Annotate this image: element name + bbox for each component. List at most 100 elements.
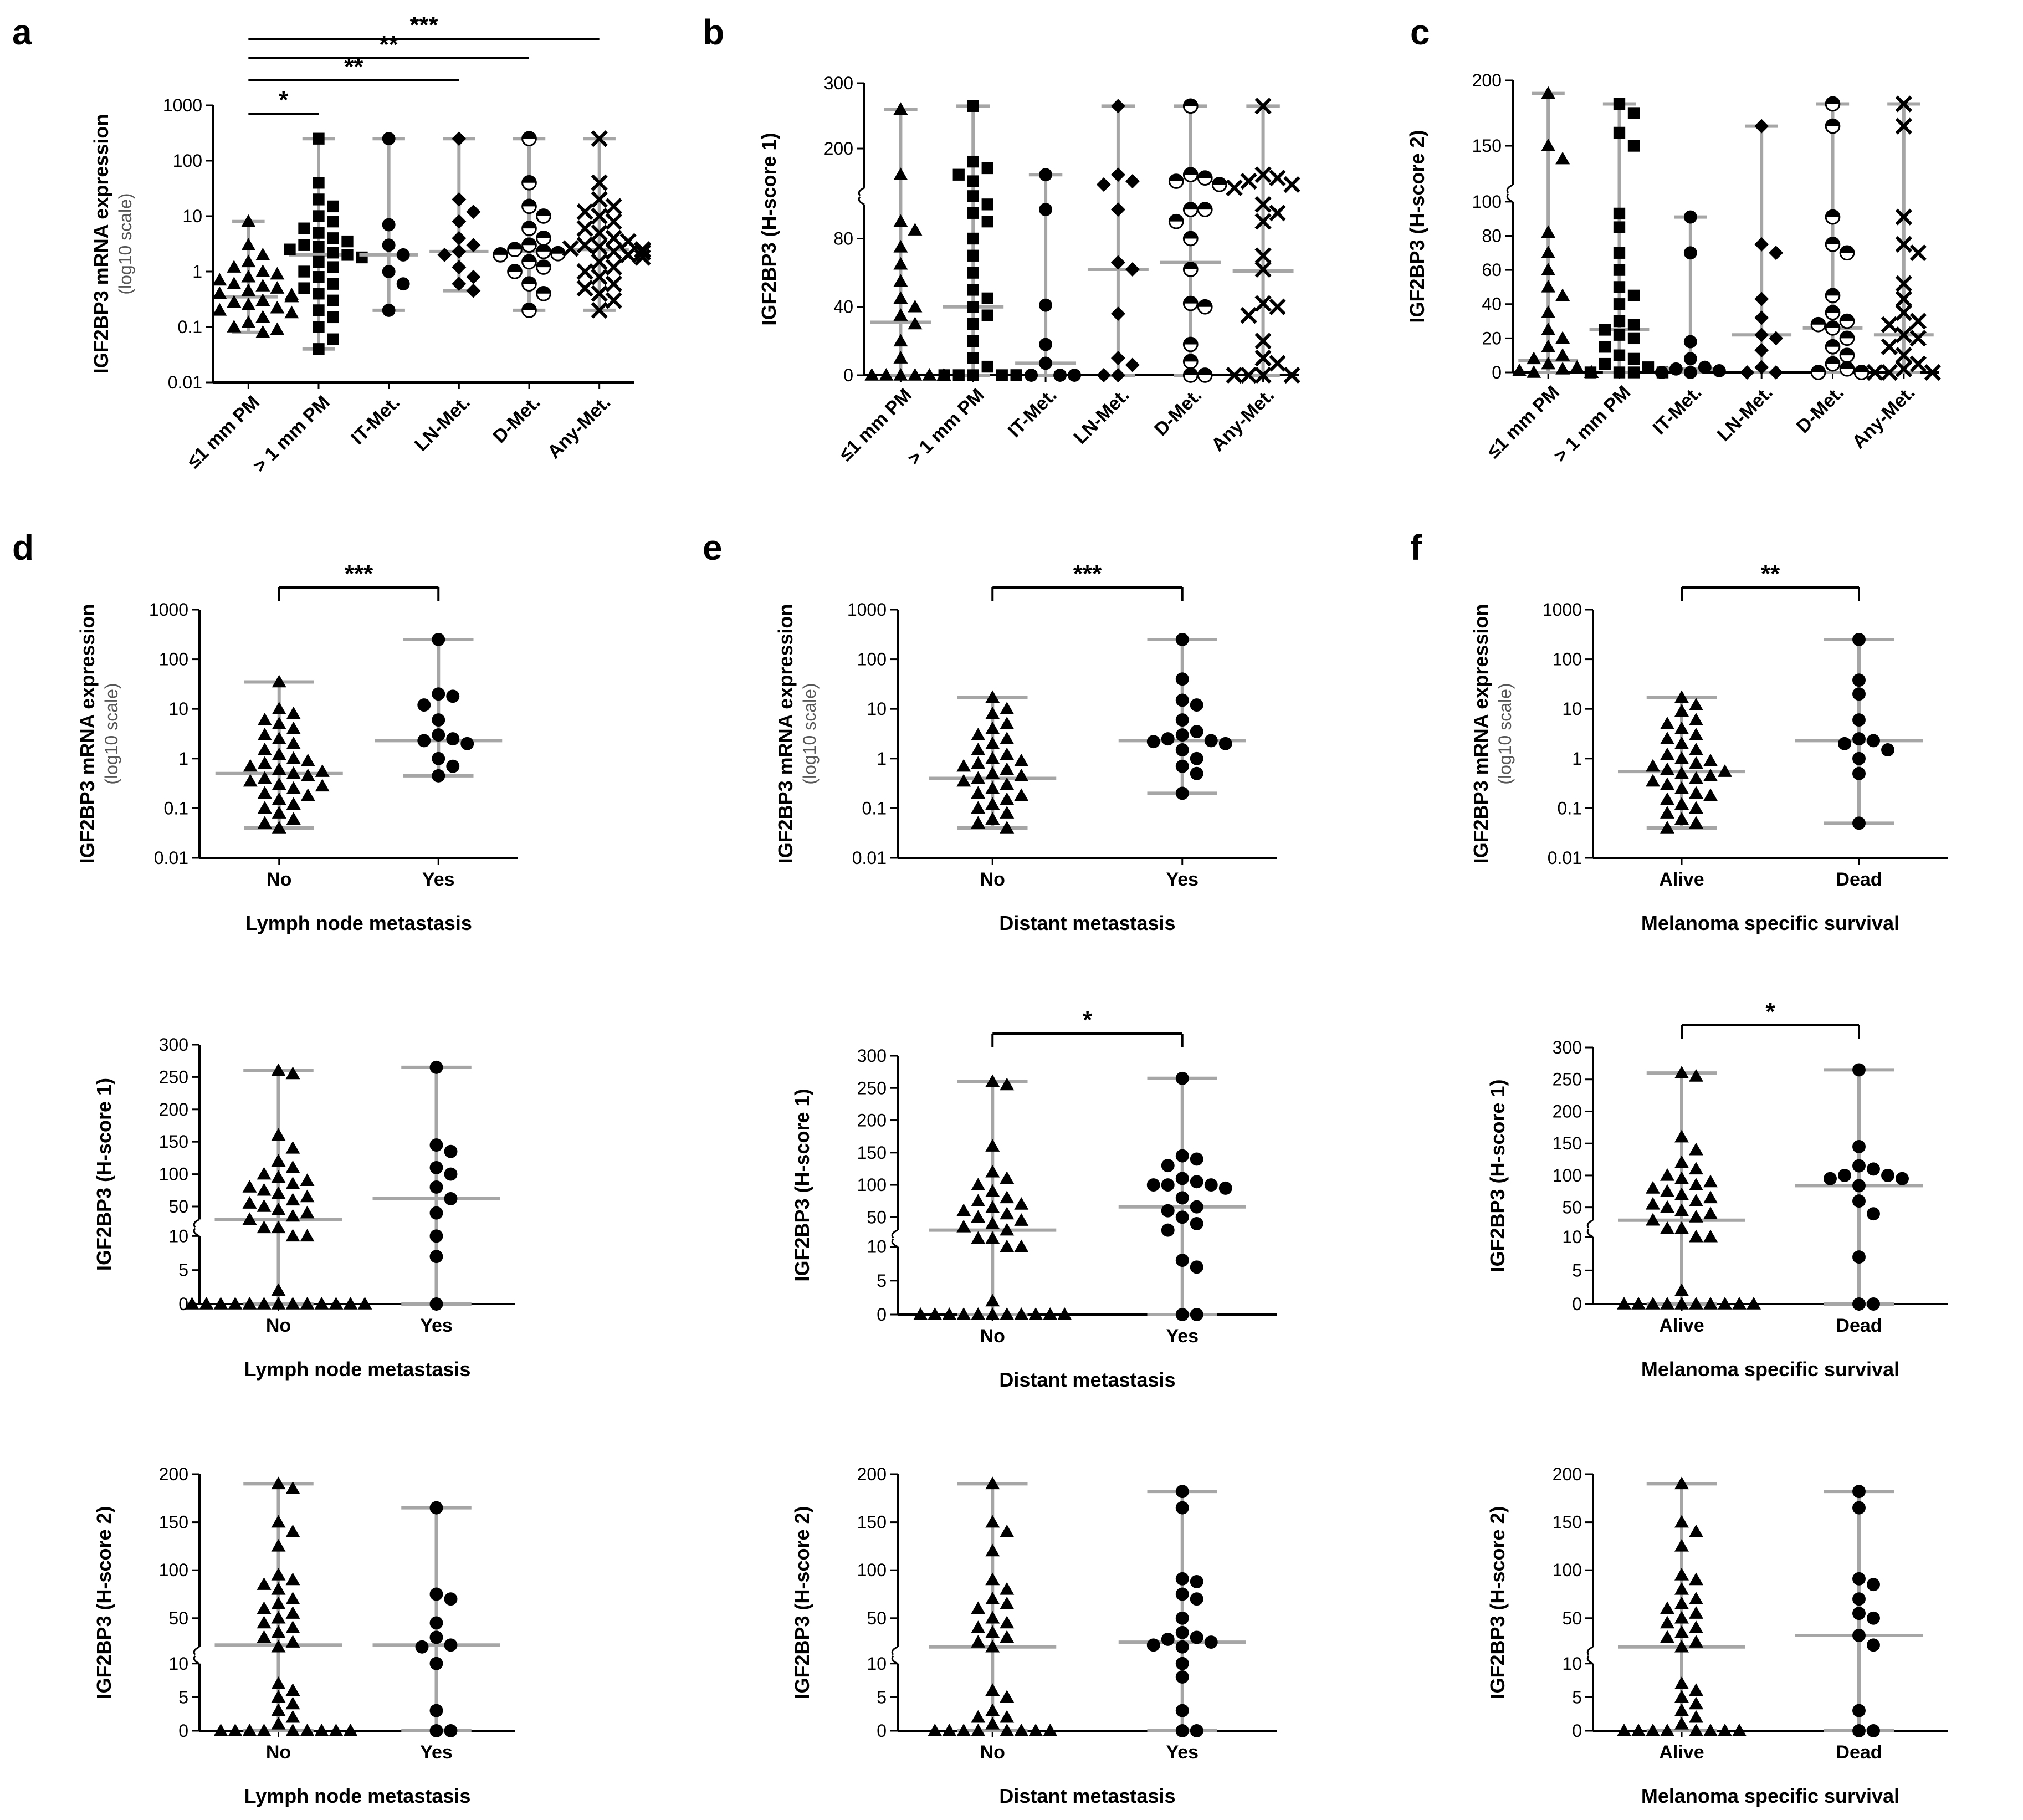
data-point-circle — [1852, 1607, 1866, 1620]
y-tick-label: 50 — [168, 1608, 188, 1628]
chart-panel-e3: 0 5 10 50 100 150 200 IGF2BP3 (H-score 2) No Yes D… — [791, 1464, 1277, 1807]
y-tick-label: 1 — [877, 749, 887, 769]
data-point-circle — [1852, 1485, 1866, 1499]
data-point-triangle — [1689, 816, 1703, 829]
data-point-diamond — [466, 238, 481, 253]
data-point-circle — [1161, 1632, 1175, 1646]
series-0 — [212, 214, 299, 338]
data-point-circle — [1838, 1168, 1851, 1182]
series-0 — [864, 102, 951, 381]
data-point-circle — [1146, 735, 1160, 749]
data-point-triangle — [1660, 747, 1674, 760]
data-point-triangle — [272, 777, 286, 790]
data-point-circle — [1175, 1191, 1189, 1205]
data-point-triangle — [1646, 774, 1660, 787]
chart-panel-d1: 0.01 0.1 1 10 100 1000 IGF2BP3 mRNA expression… — [76, 560, 518, 934]
data-point-diamond — [452, 131, 467, 146]
data-point-square — [313, 288, 325, 300]
data-point-halfcircle — [536, 243, 551, 259]
data-point-circle — [1175, 786, 1189, 800]
data-point-triangle — [257, 816, 272, 829]
data-point-cross — [591, 174, 608, 191]
halfcircle-fill — [536, 287, 551, 294]
data-point-circle — [1175, 1640, 1189, 1654]
data-point-circle — [1190, 698, 1203, 712]
significance-label: *** — [345, 560, 373, 587]
data-point-circle — [1852, 732, 1866, 746]
data-point-cross — [1866, 364, 1883, 381]
data-point-triangle — [1674, 690, 1689, 703]
data-point-cross — [576, 220, 593, 237]
data-point-triangle — [1703, 788, 1718, 801]
data-point-triangle — [285, 1229, 300, 1242]
data-point-halfcircle — [1182, 202, 1199, 217]
y-tick-label: 100 — [159, 1560, 188, 1580]
axis-break-mark — [193, 1228, 200, 1237]
halfcircle-fill — [1184, 202, 1198, 210]
data-point-cross — [1909, 244, 1927, 262]
data-point-triangle — [212, 303, 227, 316]
data-point-circle — [1218, 737, 1232, 750]
data-point-triangle — [893, 308, 908, 321]
x-tick-label: Any-Met. — [1207, 385, 1278, 456]
data-point-triangle — [1631, 1724, 1646, 1736]
data-point-cross — [1895, 236, 1912, 253]
chart-panel-b: 0 40 80 200 300 IGF2BP3 (H-score 1) ≤1 mm PM> … — [757, 73, 1300, 469]
axis-break-mark — [891, 1646, 898, 1655]
data-point-triangle — [286, 751, 301, 764]
data-point-cross — [1254, 333, 1272, 350]
data-point-triangle — [1014, 768, 1029, 781]
series-4 — [1160, 98, 1227, 383]
halfcircle-fill — [1826, 305, 1840, 313]
data-point-triangle — [1000, 1223, 1015, 1236]
data-point-square — [967, 190, 979, 202]
y-tick-label: 10 — [867, 1237, 887, 1257]
data-point-triangle — [1703, 1174, 1718, 1188]
data-point-triangle — [1689, 1710, 1703, 1723]
data-point-square — [313, 241, 325, 253]
data-point-triangle — [1014, 753, 1029, 766]
data-point-circle — [429, 1060, 443, 1074]
series-1 — [372, 1501, 500, 1737]
data-point-circle — [396, 277, 410, 291]
series-1 — [1795, 1063, 1923, 1311]
data-point-triangle — [1674, 1129, 1689, 1143]
data-point-halfcircle — [521, 175, 537, 191]
data-point-cross — [1269, 355, 1286, 372]
data-point-square — [1599, 357, 1611, 370]
data-point-halfcircle — [521, 131, 537, 147]
data-point-triangle — [1000, 1077, 1015, 1091]
y-tick-label: 0.01 — [1548, 848, 1582, 868]
data-point-triangle — [1689, 1194, 1703, 1206]
data-point-triangle — [270, 267, 285, 280]
data-point-cross — [605, 292, 622, 309]
data-point-triangle — [1617, 1724, 1631, 1736]
data-point-triangle — [985, 1307, 1000, 1320]
data-point-triangle — [272, 717, 286, 729]
data-point-triangle — [985, 721, 1000, 734]
data-point-triangle — [1014, 1724, 1029, 1736]
data-point-triangle — [271, 1538, 286, 1552]
data-point-triangle — [956, 759, 971, 772]
data-point-halfcircle — [521, 276, 537, 292]
data-point-triangle — [1703, 753, 1718, 766]
data-point-triangle — [985, 1515, 1000, 1528]
y-tick-label: 1 — [178, 749, 188, 769]
data-point-triangle — [956, 1219, 971, 1233]
data-point-halfcircle — [1825, 305, 1841, 321]
data-point-triangle — [1000, 702, 1015, 714]
data-point-triangle — [1703, 1229, 1718, 1243]
data-point-circle — [1852, 632, 1866, 646]
data-point-triangle — [971, 816, 986, 829]
data-point-halfcircle — [536, 285, 551, 301]
data-point-circle — [1190, 1592, 1203, 1606]
data-point-triangle — [329, 1724, 344, 1736]
data-point-triangle — [285, 1209, 300, 1222]
halfcircle-fill — [1840, 331, 1854, 339]
data-point-triangle — [942, 1307, 957, 1320]
data-point-circle — [1852, 1250, 1866, 1264]
data-point-diamond — [452, 244, 467, 259]
data-point-square — [313, 132, 325, 145]
data-point-cross — [1924, 364, 1941, 381]
data-point-cross — [634, 249, 651, 266]
